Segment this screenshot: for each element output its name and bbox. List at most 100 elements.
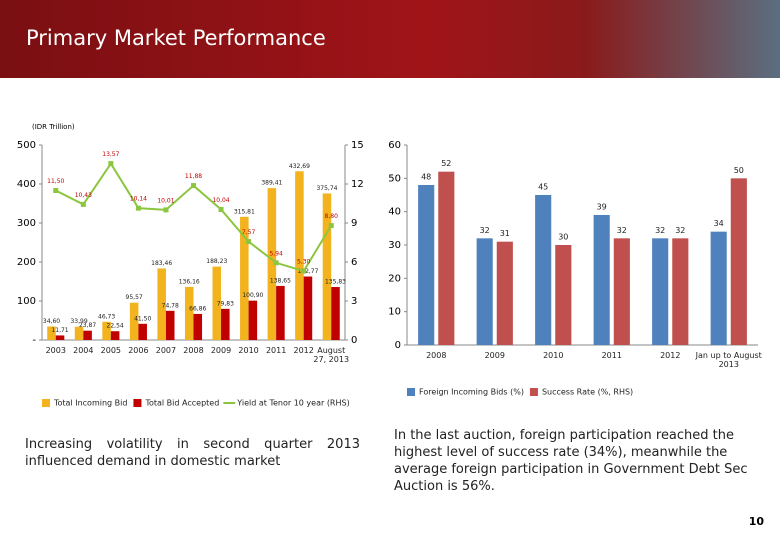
bar (303, 276, 313, 340)
bar (322, 193, 332, 340)
legend-label: Foreign Incoming Bids (%) (419, 388, 524, 397)
value-label: 11,50 (47, 178, 64, 185)
value-label: 162,77 (297, 268, 318, 275)
legend-swatch (529, 388, 538, 396)
value-label: 52 (441, 159, 451, 168)
line-marker (273, 260, 279, 266)
bar (555, 245, 572, 345)
value-label: 13,57 (102, 151, 119, 158)
x-tick-label: Jan up to August 2013 (695, 351, 762, 369)
value-label: 10,14 (130, 196, 147, 203)
line-marker (80, 201, 86, 207)
line-marker (163, 207, 169, 213)
x-tick-label-box: Jan up to August 2013 (695, 351, 762, 369)
line-marker (328, 223, 334, 229)
line-marker (218, 206, 224, 212)
x-tick-label: 2011 (601, 351, 622, 360)
value-label: 23,87 (79, 322, 96, 329)
x-tick-label-box: August 27, 2013 (313, 346, 349, 364)
value-label: 135,83 (325, 279, 346, 286)
caption: Increasing volatility in second quarter … (25, 437, 360, 469)
value-label: 11,88 (185, 173, 202, 180)
legend-swatch (42, 399, 50, 407)
value-label: 41,50 (134, 315, 151, 322)
value-label: 32 (617, 226, 627, 235)
caption: In the last auction, foreign participati… (394, 428, 748, 494)
value-label: 188,23 (206, 258, 227, 265)
bar (535, 195, 552, 345)
x-tick-label-box: 2005 (100, 346, 122, 355)
x-tick-label: 2008 (183, 346, 204, 355)
x-tick-label-box: 2007 (155, 346, 177, 355)
value-label: 389,41 (261, 180, 282, 187)
bar (240, 216, 249, 340)
bar (193, 313, 203, 340)
line-marker (191, 183, 196, 189)
x-tick-label-box: 2003 (45, 346, 66, 355)
bar (212, 266, 222, 340)
bar (672, 238, 689, 345)
bar (331, 287, 340, 340)
x-tick-label: 2012 (293, 346, 314, 355)
bar (438, 171, 455, 345)
value-label: 432,69 (289, 163, 310, 170)
bar (138, 323, 147, 340)
bar (47, 326, 56, 340)
line-marker (301, 268, 307, 274)
y-tick-label: 50 (388, 173, 401, 184)
x-tick-label: 2005 (100, 346, 122, 355)
value-label: 7,57 (242, 229, 256, 236)
bar (276, 285, 285, 340)
x-tick-label-box: 2011 (266, 346, 286, 355)
value-label: 10,01 (157, 197, 174, 204)
x-tick-label: 2004 (73, 346, 94, 355)
bar (74, 326, 84, 340)
y2-tick-label: 12 (351, 179, 364, 190)
bar (710, 231, 727, 345)
value-label: 10,43 (75, 192, 92, 199)
x-tick-label-box: 2010 (238, 346, 258, 355)
y-tick-label: 30 (388, 240, 401, 251)
y-tick-label: 0 (395, 340, 401, 351)
x-tick-label-box: 2012 (660, 351, 680, 360)
legend-label: Success Rate (%, RHS) (542, 388, 633, 397)
x-tick-label-box: 2006 (128, 346, 148, 355)
value-label: 50 (734, 166, 744, 175)
value-label: 22,54 (107, 323, 124, 330)
bar (55, 335, 65, 340)
bar (295, 171, 304, 340)
x-tick-label: 2007 (155, 346, 177, 355)
value-label: 11,71 (51, 327, 68, 334)
bar (221, 308, 230, 340)
x-tick-label-box: 2010 (543, 351, 564, 360)
bar (593, 215, 610, 345)
value-label: 32 (655, 226, 665, 235)
value-label: 183,46 (151, 260, 172, 267)
header-band (0, 0, 780, 78)
legend-label: Yield at Tenor 10 year (RHS) (236, 399, 349, 408)
value-label: 31 (500, 229, 510, 238)
bar (476, 238, 493, 345)
x-tick-label: 2009 (210, 346, 232, 355)
bar (184, 286, 194, 340)
bar (165, 310, 175, 340)
bar (102, 321, 111, 340)
value-label: 66,86 (189, 305, 206, 312)
value-label: 46,73 (98, 313, 115, 320)
x-tick-label-box: 2008 (183, 346, 204, 355)
legend-swatch (407, 388, 415, 396)
bar (730, 178, 747, 345)
value-label: 33,99 (70, 318, 87, 325)
value-label: 375,74 (316, 185, 337, 192)
value-label: 30 (558, 233, 568, 242)
x-tick-label-box: 2012 (293, 346, 314, 355)
y2-tick-label: 15 (351, 140, 364, 151)
bar (418, 185, 435, 345)
line-marker (246, 239, 252, 245)
x-tick-label: 2010 (543, 351, 564, 360)
x-tick-label: 2003 (45, 346, 66, 355)
y-tick-label: 400 (17, 179, 36, 190)
y-axis-label: (IDR Trillion) (32, 123, 75, 131)
page-number: 10 (748, 515, 764, 528)
